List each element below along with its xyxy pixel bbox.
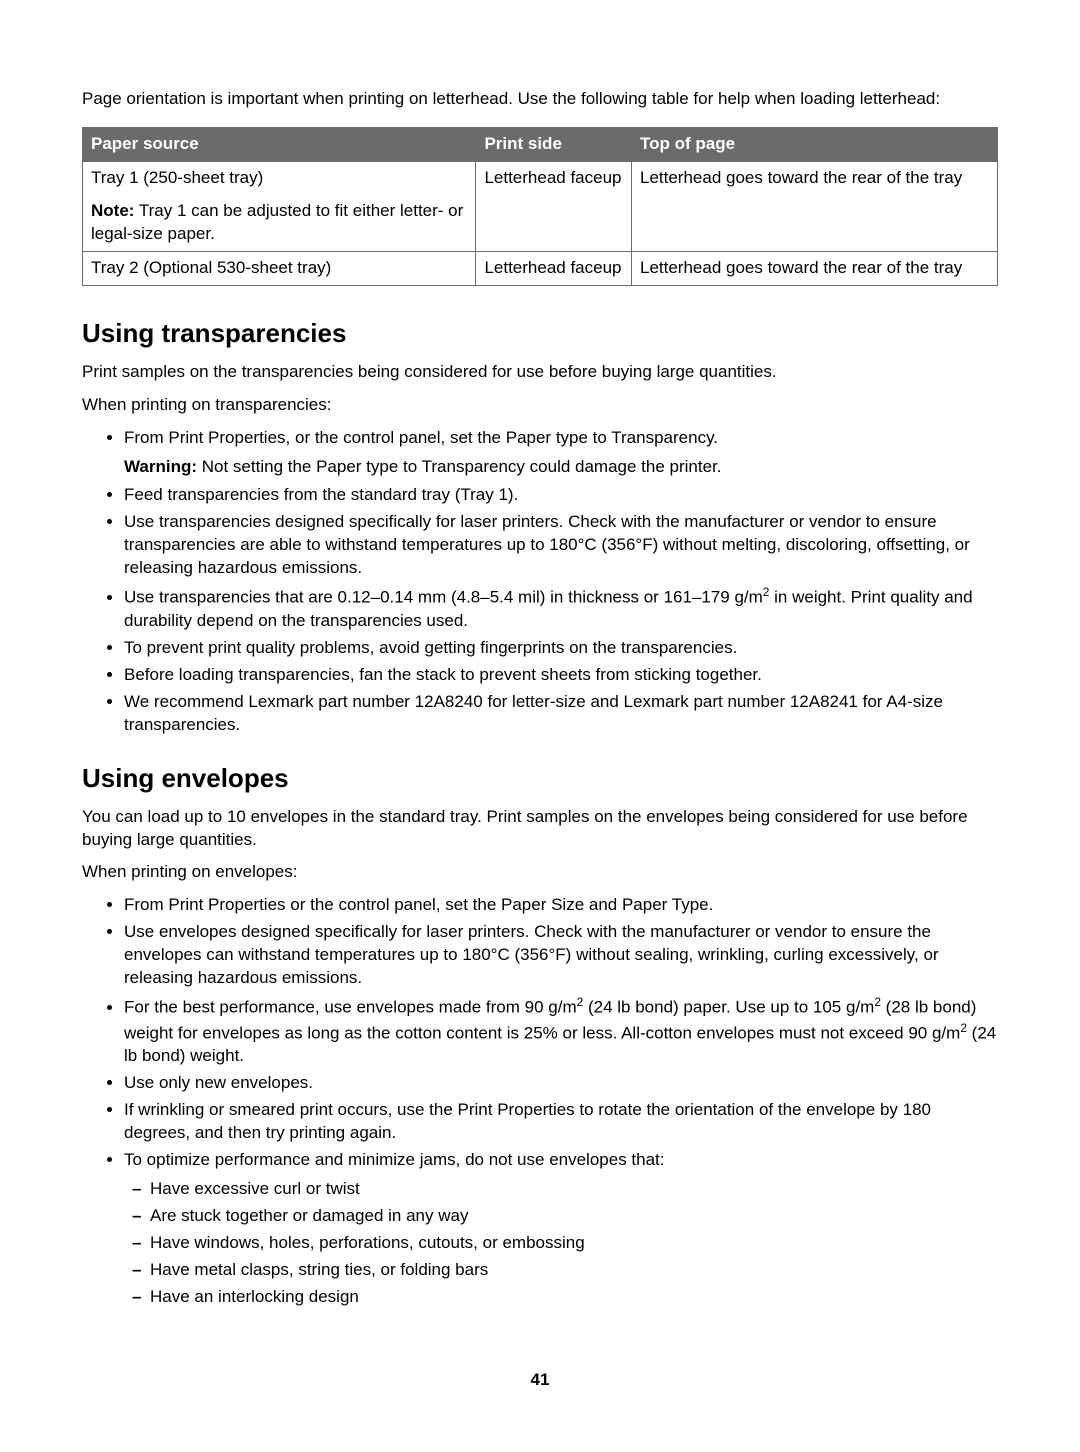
list-item: We recommend Lexmark part number 12A8240… <box>124 691 998 737</box>
list-item: Use transparencies that are 0.12–0.14 mm… <box>124 584 998 633</box>
envelopes-p2: When printing on envelopes: <box>82 861 998 884</box>
list-item: For the best performance, use envelopes … <box>124 994 998 1068</box>
list-item: Use transparencies designed specifically… <box>124 511 998 580</box>
list-item: Have metal clasps, string ties, or foldi… <box>150 1259 998 1282</box>
transparencies-list: From Print Properties, or the control pa… <box>82 427 998 737</box>
th-print-side: Print side <box>476 127 632 161</box>
list-item: To optimize performance and minimize jam… <box>124 1149 998 1309</box>
warning-label: Warning: <box>124 457 197 476</box>
list-item: From Print Properties, or the control pa… <box>124 427 998 479</box>
list-item: Use only new envelopes. <box>124 1072 998 1095</box>
list-item: Have windows, holes, perforations, cutou… <box>150 1232 998 1255</box>
cell-source-2: Tray 2 (Optional 530-sheet tray) <box>83 251 476 285</box>
cell-top-1: Letterhead goes toward the rear of the t… <box>631 161 997 251</box>
list-item: Feed transparencies from the standard tr… <box>124 484 998 507</box>
th-top-of-page: Top of page <box>631 127 997 161</box>
tray1-label: Tray 1 (250-sheet tray) <box>91 168 263 187</box>
t: (24 lb bond) paper. Use up to 105 g/m <box>583 998 874 1017</box>
note-label: Note: <box>91 201 134 220</box>
li-text: To optimize performance and minimize jam… <box>124 1150 665 1169</box>
intro-text: Page orientation is important when print… <box>82 88 998 111</box>
list-item: If wrinkling or smeared print occurs, us… <box>124 1099 998 1145</box>
page-number: 41 <box>82 1369 998 1392</box>
list-item: From Print Properties or the control pan… <box>124 894 998 917</box>
list-item: Are stuck together or damaged in any way <box>150 1205 998 1228</box>
cell-top-2: Letterhead goes toward the rear of the t… <box>631 251 997 285</box>
cell-print-1: Letterhead faceup <box>476 161 632 251</box>
list-item: To prevent print quality problems, avoid… <box>124 637 998 660</box>
list-item: Have excessive curl or twist <box>150 1178 998 1201</box>
table-row: Tray 2 (Optional 530-sheet tray) Letterh… <box>83 251 998 285</box>
th-paper-source: Paper source <box>83 127 476 161</box>
envelopes-sublist: Have excessive curl or twist Are stuck t… <box>124 1178 998 1309</box>
cell-source-1: Tray 1 (250-sheet tray) Note: Tray 1 can… <box>83 161 476 251</box>
t: For the best performance, use envelopes … <box>124 998 577 1017</box>
transparencies-p2: When printing on transparencies: <box>82 394 998 417</box>
list-item: Before loading transparencies, fan the s… <box>124 664 998 687</box>
li-text-a: Use transparencies that are 0.12–0.14 mm… <box>124 588 763 607</box>
cell-print-2: Letterhead faceup <box>476 251 632 285</box>
list-item: Use envelopes designed specifically for … <box>124 921 998 990</box>
envelopes-p1: You can load up to 10 envelopes in the s… <box>82 806 998 852</box>
letterhead-table: Paper source Print side Top of page Tray… <box>82 127 998 286</box>
note-text: Tray 1 can be adjusted to fit either let… <box>91 201 463 243</box>
heading-transparencies: Using transparencies <box>82 316 998 351</box>
envelopes-list: From Print Properties or the control pan… <box>82 894 998 1308</box>
warning-text: Not setting the Paper type to Transparen… <box>197 457 721 476</box>
list-item: Have an interlocking design <box>150 1286 998 1309</box>
heading-envelopes: Using envelopes <box>82 761 998 796</box>
transparencies-p1: Print samples on the transparencies bein… <box>82 361 998 384</box>
table-row: Tray 1 (250-sheet tray) Note: Tray 1 can… <box>83 161 998 251</box>
li-text: From Print Properties, or the control pa… <box>124 428 718 447</box>
